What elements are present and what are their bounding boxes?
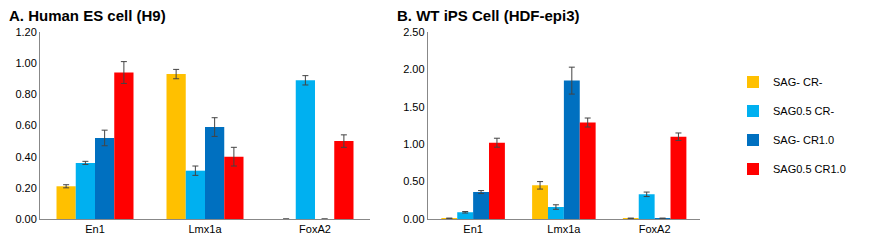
svg-text:0.80: 0.80 — [15, 88, 36, 100]
svg-text:En1: En1 — [85, 223, 105, 235]
svg-text:0.40: 0.40 — [15, 151, 36, 163]
svg-text:0.60: 0.60 — [15, 119, 36, 131]
svg-text:En1: En1 — [463, 223, 483, 235]
svg-text:Lmx1a: Lmx1a — [188, 223, 222, 235]
svg-text:0.00: 0.00 — [15, 213, 36, 225]
svg-text:A. Human ES cell (H9): A. Human ES cell (H9) — [9, 7, 166, 24]
svg-text:SAG0.5 CR1.0: SAG0.5 CR1.0 — [773, 163, 846, 175]
svg-text:0.20: 0.20 — [15, 182, 36, 194]
svg-text:FoxA2: FoxA2 — [639, 223, 671, 235]
svg-text:SAG- CR1.0: SAG- CR1.0 — [773, 134, 834, 146]
svg-text:1.50: 1.50 — [403, 101, 424, 113]
svg-text:2.00: 2.00 — [403, 63, 424, 75]
svg-text:SAG- CR-: SAG- CR- — [773, 76, 823, 88]
svg-text:1.00: 1.00 — [403, 138, 424, 150]
svg-text:FoxA2: FoxA2 — [299, 223, 331, 235]
svg-text:Lmx1a: Lmx1a — [547, 223, 581, 235]
svg-text:2.50: 2.50 — [403, 26, 424, 38]
svg-text:1.00: 1.00 — [15, 57, 36, 69]
svg-text:SAG0.5 CR-: SAG0.5 CR- — [773, 105, 834, 117]
svg-text:B. WT iPS Cell (HDF-epi3): B. WT iPS Cell (HDF-epi3) — [397, 7, 580, 24]
svg-text:0.00: 0.00 — [403, 213, 424, 225]
svg-text:0.50: 0.50 — [403, 175, 424, 187]
svg-text:1.20: 1.20 — [15, 26, 36, 38]
